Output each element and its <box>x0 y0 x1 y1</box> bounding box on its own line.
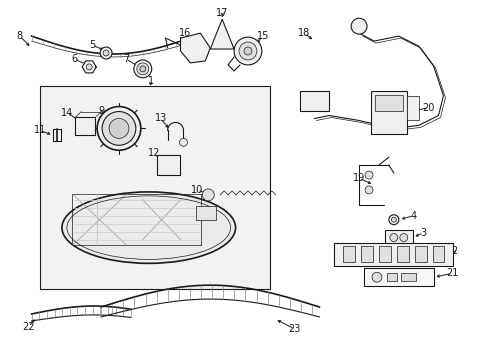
Bar <box>384 230 412 246</box>
Circle shape <box>97 107 141 150</box>
Bar <box>414 247 426 262</box>
Bar <box>196 206 216 220</box>
Text: 19: 19 <box>352 173 365 183</box>
Text: 17: 17 <box>216 8 228 18</box>
Circle shape <box>234 37 262 65</box>
Text: 7: 7 <box>122 54 129 64</box>
Bar <box>432 247 444 262</box>
Text: 14: 14 <box>61 108 73 117</box>
Text: 18: 18 <box>298 28 310 38</box>
Bar <box>40 86 269 289</box>
Text: 2: 2 <box>450 247 457 256</box>
Circle shape <box>244 47 251 55</box>
Bar <box>334 243 452 266</box>
Bar <box>396 247 408 262</box>
Circle shape <box>140 66 145 72</box>
Text: 13: 13 <box>154 113 166 123</box>
Text: 11: 11 <box>33 125 45 135</box>
Text: 8: 8 <box>17 31 23 41</box>
Text: 9: 9 <box>98 105 104 116</box>
Circle shape <box>365 171 372 179</box>
Polygon shape <box>180 33 210 63</box>
Text: 20: 20 <box>422 103 434 113</box>
Circle shape <box>399 234 407 242</box>
Text: 15: 15 <box>256 31 268 41</box>
Text: 21: 21 <box>445 268 458 278</box>
Circle shape <box>350 18 366 34</box>
Circle shape <box>86 64 92 70</box>
Circle shape <box>389 234 397 242</box>
Circle shape <box>103 50 109 56</box>
Text: 5: 5 <box>89 40 95 50</box>
Text: 3: 3 <box>420 228 426 238</box>
Ellipse shape <box>62 192 235 264</box>
Text: 12: 12 <box>147 148 160 158</box>
Bar <box>75 117 95 135</box>
Circle shape <box>100 47 112 59</box>
Polygon shape <box>210 19 234 49</box>
Bar <box>378 247 390 262</box>
Bar <box>406 96 418 121</box>
Bar <box>343 247 354 262</box>
Text: 4: 4 <box>410 211 416 221</box>
Bar <box>386 273 396 281</box>
Circle shape <box>137 63 148 75</box>
Circle shape <box>371 272 381 282</box>
Bar <box>364 268 433 286</box>
Text: 1: 1 <box>147 76 154 86</box>
Text: 10: 10 <box>191 185 203 195</box>
Circle shape <box>134 60 151 78</box>
Text: 23: 23 <box>288 324 300 334</box>
Circle shape <box>202 189 214 201</box>
Text: 6: 6 <box>71 54 77 64</box>
Text: 16: 16 <box>179 28 191 38</box>
Bar <box>299 91 328 111</box>
Circle shape <box>365 186 372 194</box>
Circle shape <box>388 215 398 225</box>
Circle shape <box>390 217 395 222</box>
Circle shape <box>239 42 256 60</box>
Bar <box>370 91 406 134</box>
Bar <box>360 247 372 262</box>
Bar <box>400 273 415 281</box>
Circle shape <box>179 138 187 146</box>
Circle shape <box>109 118 129 138</box>
Bar <box>374 95 402 111</box>
Polygon shape <box>82 61 96 73</box>
Bar <box>156 155 180 175</box>
Circle shape <box>102 112 136 145</box>
Text: 22: 22 <box>22 322 35 332</box>
